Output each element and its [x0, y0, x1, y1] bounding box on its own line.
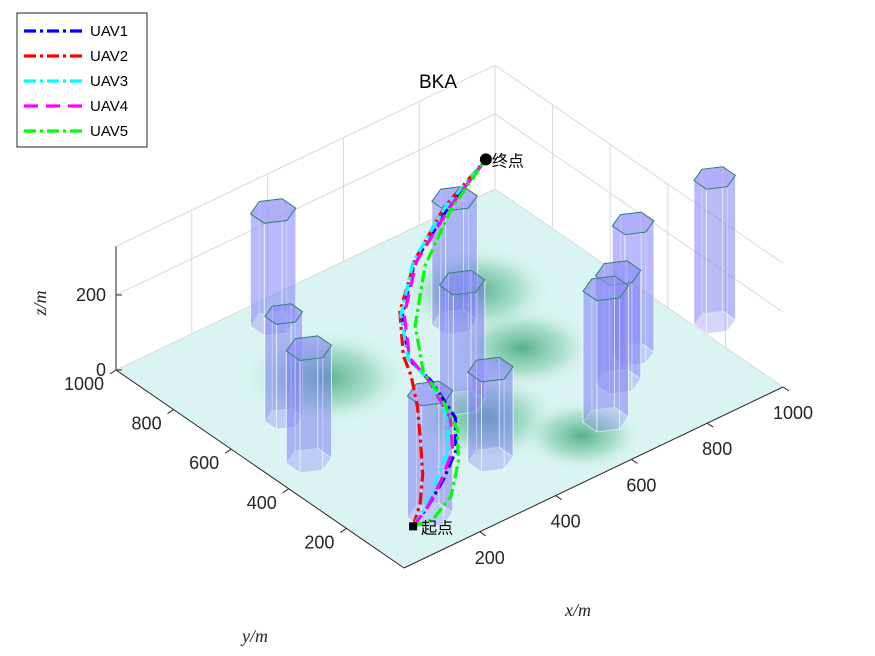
z-tick-label: 200	[76, 285, 106, 305]
y-tick-mark	[282, 488, 290, 494]
x-tick-mark	[706, 422, 714, 428]
end-label: 终点	[492, 151, 524, 170]
legend-label-uav5: UAV5	[90, 123, 128, 140]
y-tick-label: 200	[304, 532, 334, 552]
obstacle-top	[285, 335, 333, 362]
obstacle-top	[693, 166, 737, 190]
legend-label-uav4: UAV4	[90, 98, 128, 115]
obstacle-face	[467, 371, 483, 473]
legend-label-uav1: UAV1	[90, 23, 128, 40]
x-tick-mark	[782, 386, 790, 392]
grid-line	[115, 113, 784, 313]
obstacle-face	[250, 213, 265, 337]
obstacle-top	[467, 356, 514, 383]
x-tick-mark	[555, 495, 562, 501]
x-tick-label: 200	[475, 548, 505, 568]
x-axis-line	[403, 386, 784, 569]
y-tick-label: 600	[189, 453, 219, 473]
obstacle-top	[438, 269, 486, 296]
obstacle-face	[640, 211, 655, 353]
chart-title: BKA	[419, 72, 457, 93]
obstacle-top	[611, 211, 655, 236]
y-tick-mark	[167, 409, 174, 415]
obstacle-prism	[285, 335, 333, 474]
y-tick-label: 400	[247, 493, 277, 513]
series-line-uav5	[412, 158, 488, 528]
obstacle-prism	[467, 356, 514, 473]
obstacle-face	[582, 290, 598, 433]
obstacle-face	[722, 165, 736, 321]
obstacle-prism	[693, 165, 737, 335]
y-axis-label: y/m	[240, 626, 268, 646]
x-axis-label: x/m	[564, 600, 591, 620]
series-line-uav2	[398, 158, 488, 527]
obstacle-top	[249, 198, 297, 224]
y-tick-mark	[224, 448, 232, 454]
legend-label-uav3: UAV3	[90, 73, 128, 90]
obstacle-face	[693, 179, 707, 335]
series-line-uav4	[402, 158, 488, 528]
start-marker	[409, 522, 418, 531]
x-tick-label: 600	[626, 475, 656, 495]
x-tick-mark	[479, 531, 487, 537]
obstacle-face	[406, 395, 422, 529]
terrain-hill	[521, 400, 643, 471]
z-axis-label: z/m	[30, 290, 50, 316]
obstacle-prism	[582, 275, 630, 433]
obstacle-face	[285, 350, 301, 474]
y-tick-label: 1000	[64, 374, 104, 394]
grid-line	[115, 64, 784, 264]
end-marker	[479, 153, 492, 166]
x-tick-label: 1000	[773, 403, 813, 423]
obstacle-face	[264, 315, 277, 431]
x-tick-mark	[631, 458, 638, 464]
y-tick-label: 800	[132, 414, 162, 434]
obstacle-top	[582, 275, 630, 302]
z-tick-label: 0	[96, 360, 106, 380]
terrain-hill	[243, 329, 409, 426]
x-tick-label: 400	[551, 512, 581, 532]
y-tick-mark	[340, 527, 347, 533]
legend-label-uav2: UAV2	[90, 48, 128, 65]
obstacle-top	[264, 303, 304, 325]
start-label: 起点	[421, 518, 453, 537]
y-axis-line	[115, 369, 405, 569]
grid-line	[115, 188, 784, 388]
legend: UAV1 UAV2 UAV3 UAV4 UAV5	[16, 12, 148, 148]
y-tick-mark	[109, 369, 117, 375]
x-tick-label: 800	[702, 439, 732, 459]
